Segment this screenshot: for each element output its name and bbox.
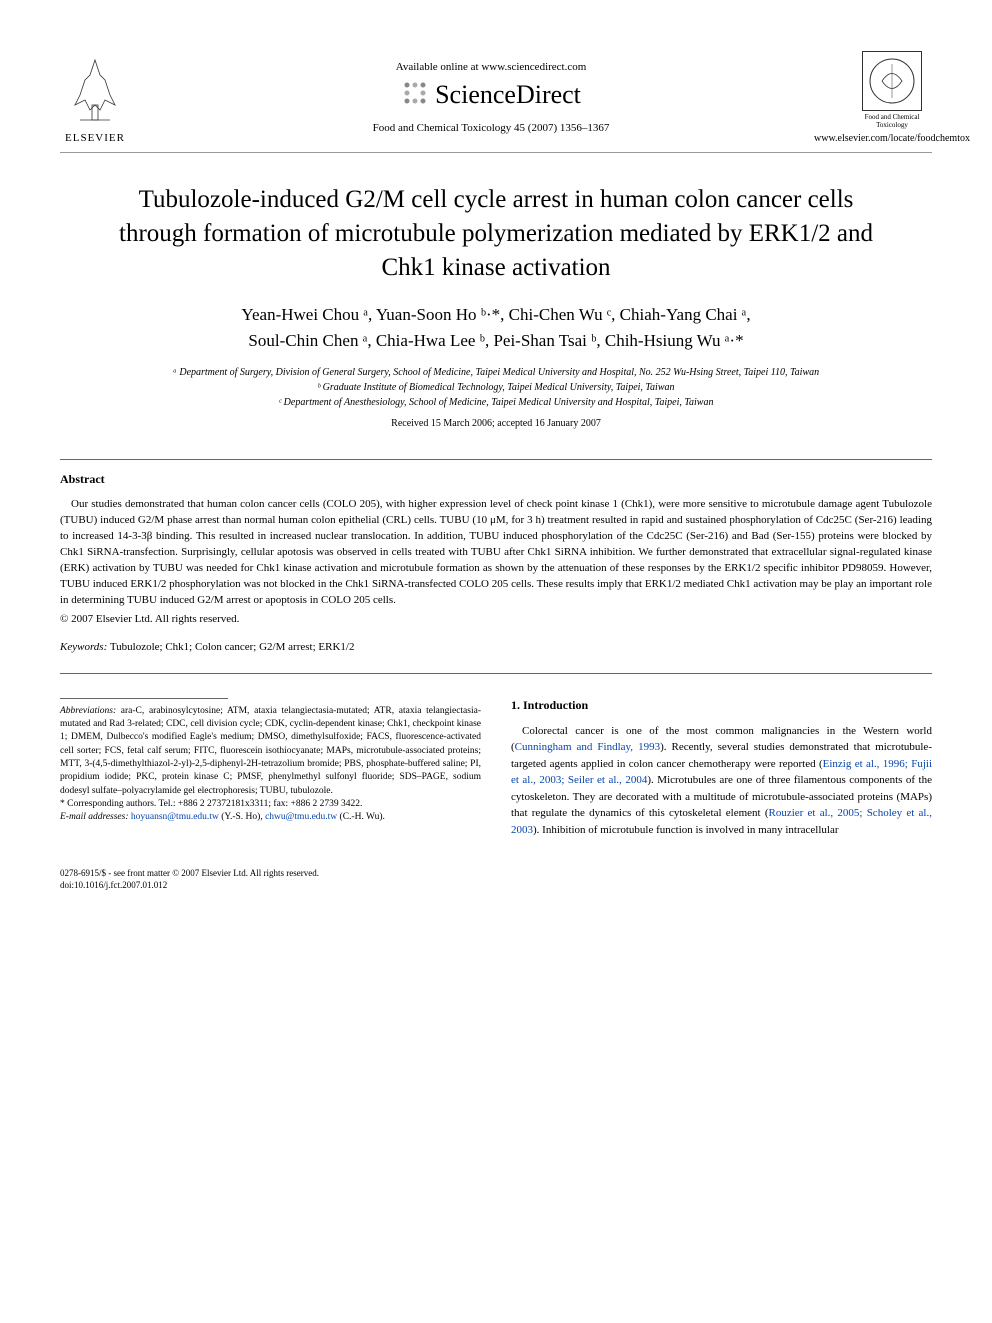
abbreviations-label: Abbreviations:: [60, 706, 116, 716]
introduction-paragraph: Colorectal cancer is one of the most com…: [511, 723, 932, 839]
abstract-copyright: © 2007 Elsevier Ltd. All rights reserved…: [60, 613, 932, 625]
sciencedirect-text: ScienceDirect: [435, 80, 581, 110]
intro-text-4: ). Inhibition of microtubule function is…: [533, 824, 839, 836]
affiliation-a: ᵃ Department of Surgery, Division of Gen…: [100, 365, 892, 380]
abstract-top-divider: [60, 459, 932, 460]
sciencedirect-dots-icon: [401, 79, 429, 112]
locate-url: www.elsevier.com/locate/foodchemtox: [814, 133, 970, 144]
abstract-heading: Abstract: [60, 472, 932, 487]
email-label: E-mail addresses:: [60, 812, 129, 822]
fct-label: Food and Chemical Toxicology: [852, 113, 932, 129]
footer-doi: doi:10.1016/j.fct.2007.01.012: [60, 880, 932, 892]
affiliations-block: ᵃ Department of Surgery, Division of Gen…: [100, 365, 892, 410]
email-addresses-line: E-mail addresses: hoyuansn@tmu.edu.tw (Y…: [60, 811, 481, 824]
fct-logo-icon: [862, 51, 922, 111]
keywords-line: Keywords: Tubulozole; Chk1; Colon cancer…: [60, 641, 932, 653]
center-header: Available online at www.sciencedirect.co…: [130, 61, 852, 134]
abbreviations-text: ara-C, arabinosylcytosine; ATM, ataxia t…: [60, 706, 481, 796]
email-link-2[interactable]: chwu@tmu.edu.tw: [265, 812, 337, 822]
affiliation-c: ᶜ Department of Anesthesiology, School o…: [100, 395, 892, 410]
footer-front-matter: 0278-6915/$ - see front matter © 2007 El…: [60, 868, 932, 880]
corresponding-author-note: * Corresponding authors. Tel.: +886 2 27…: [60, 798, 481, 811]
journal-reference: Food and Chemical Toxicology 45 (2007) 1…: [130, 122, 852, 134]
elsevier-label: ELSEVIER: [65, 132, 125, 144]
email-name-1: (Y.-S. Ho),: [219, 812, 265, 822]
header-row: ELSEVIER Available online at www.science…: [60, 50, 932, 144]
authors-line-1: Yean-Hwei Chou ᵃ, Yuan-Soon Ho ᵇ·*, Chi-…: [100, 302, 892, 328]
keywords-label: Keywords:: [60, 641, 107, 653]
footnote-divider: [60, 698, 228, 699]
article-title: Tubulozole-induced G2/M cell cycle arres…: [100, 183, 892, 284]
abbreviations-paragraph: Abbreviations: ara-C, arabinosylcytosine…: [60, 705, 481, 798]
abstract-text: Our studies demonstrated that human colo…: [60, 497, 932, 609]
keywords-text: Tubulozole; Chk1; Colon cancer; G2/M arr…: [107, 641, 354, 653]
sciencedirect-logo: ScienceDirect: [130, 79, 852, 112]
two-column-body: Abbreviations: ara-C, arabinosylcytosine…: [60, 698, 932, 839]
elsevier-tree-icon: [60, 50, 130, 130]
page-footer: 0278-6915/$ - see front matter © 2007 El…: [60, 868, 932, 891]
email-name-2: (C.-H. Wu).: [337, 812, 385, 822]
footnotes-block: Abbreviations: ara-C, arabinosylcytosine…: [60, 705, 481, 825]
header-divider: [60, 152, 932, 153]
right-column: 1. Introduction Colorectal cancer is one…: [511, 698, 932, 839]
affiliation-b: ᵇ Graduate Institute of Biomedical Techn…: [100, 380, 892, 395]
abstract-bottom-divider: [60, 673, 932, 674]
authors-line-2: Soul-Chin Chen ᵃ, Chia-Hwa Lee ᵇ, Pei-Sh…: [100, 328, 892, 354]
available-online-text: Available online at www.sciencedirect.co…: [130, 61, 852, 73]
journal-logo-block: Food and Chemical Toxicology www.elsevie…: [852, 51, 932, 144]
elsevier-logo: ELSEVIER: [60, 50, 130, 144]
introduction-heading: 1. Introduction: [511, 698, 932, 713]
email-link-1[interactable]: hoyuansn@tmu.edu.tw: [131, 812, 219, 822]
citation-1[interactable]: Cunningham and Findlay, 1993: [515, 741, 660, 753]
article-dates: Received 15 March 2006; accepted 16 Janu…: [60, 418, 932, 429]
authors-block: Yean-Hwei Chou ᵃ, Yuan-Soon Ho ᵇ·*, Chi-…: [100, 302, 892, 353]
left-column: Abbreviations: ara-C, arabinosylcytosine…: [60, 698, 481, 839]
